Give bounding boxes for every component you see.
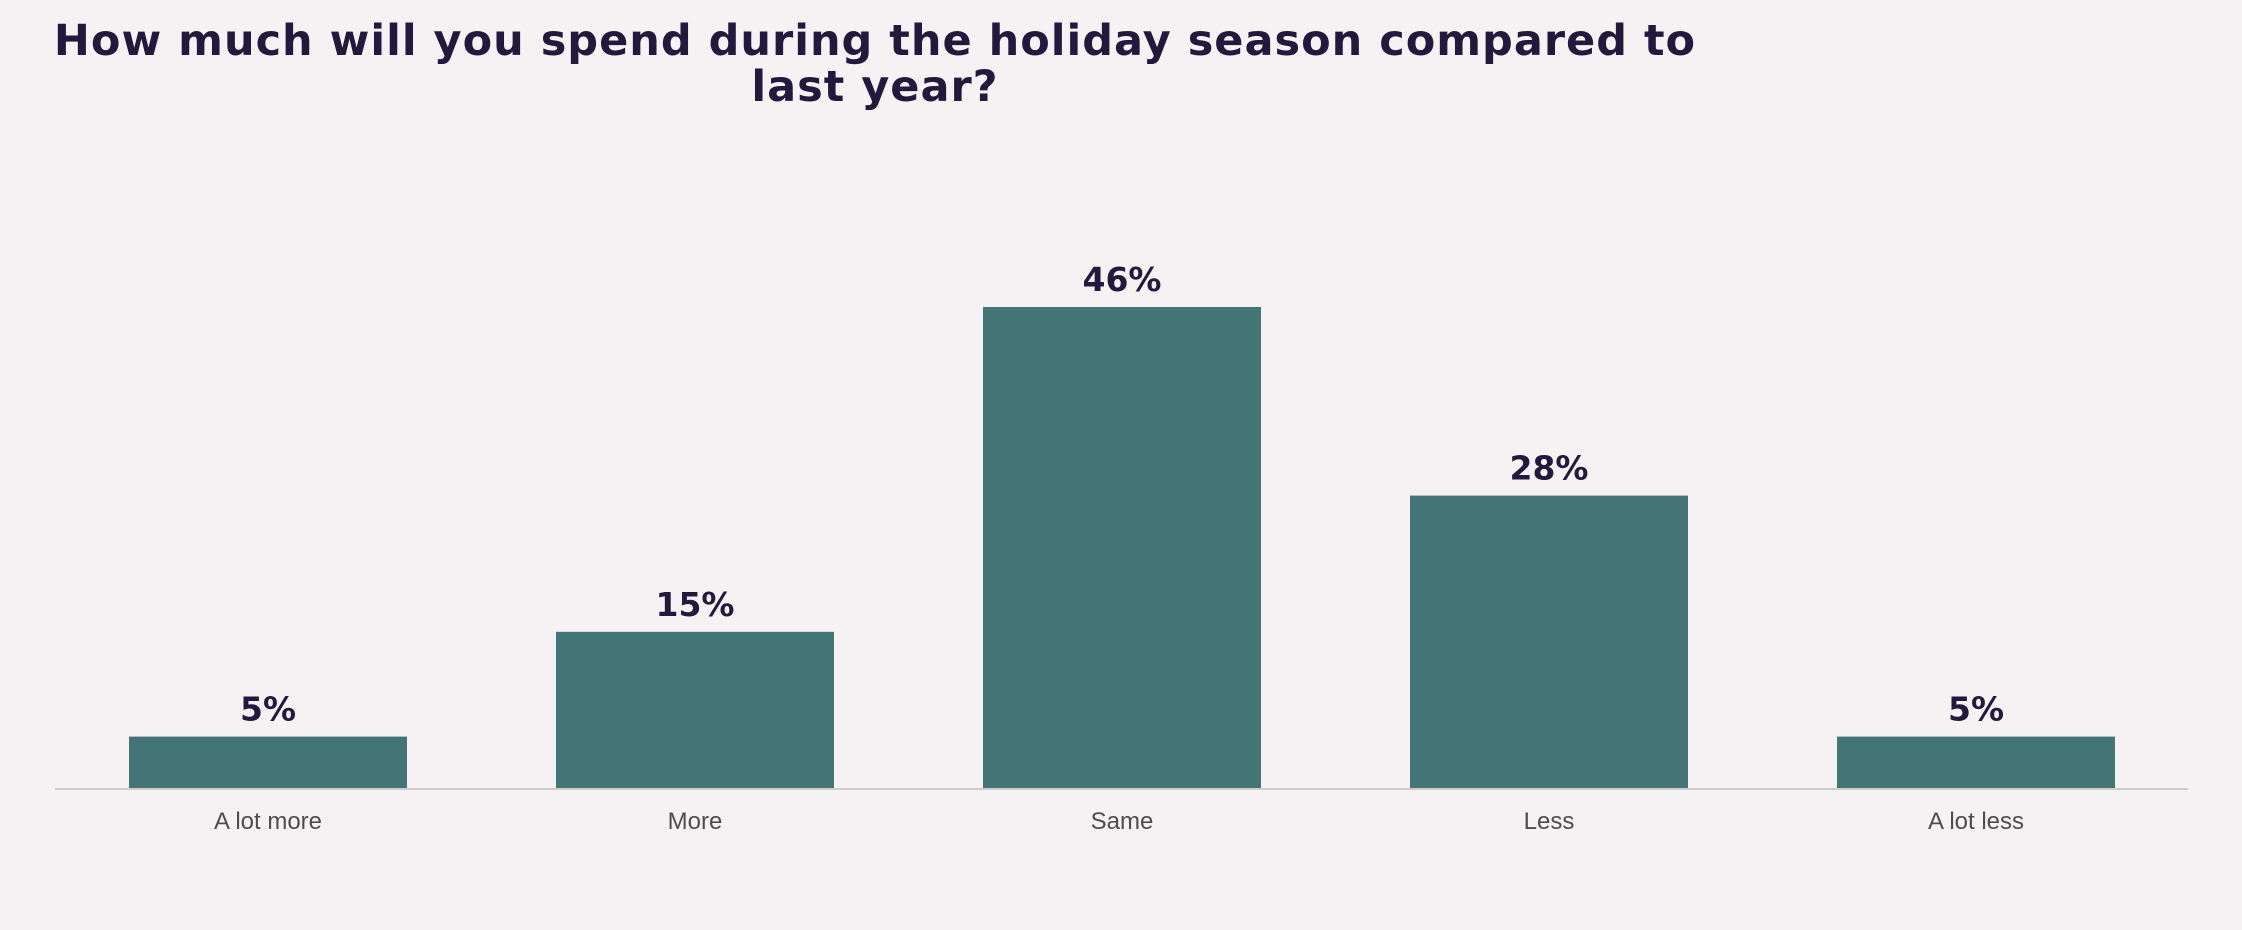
bars-layer — [129, 307, 2115, 789]
bar-a-lot-more — [129, 736, 407, 789]
data-label-a-lot-more: 5% — [240, 690, 296, 729]
bar-same — [983, 307, 1261, 789]
x-tick-label-a-lot-less: A lot less — [1928, 808, 2024, 835]
labels-layer: 5% A lot more 15% More 46% Same 28% Less 5% A lot… — [214, 260, 2024, 835]
data-label-a-lot-less: 5% — [1948, 690, 2004, 729]
bar-more — [556, 631, 834, 789]
chart-title: How much will you spend during the holid… — [53, 16, 1697, 112]
data-label-same: 46% — [1083, 260, 1162, 299]
bar-a-lot-less — [1837, 736, 2115, 789]
data-label-more: 15% — [656, 585, 735, 624]
x-tick-label-a-lot-more: A lot more — [214, 808, 322, 835]
data-label-less: 28% — [1510, 449, 1589, 488]
x-tick-label-less: Less — [1524, 808, 1575, 835]
x-tick-label-more: More — [668, 808, 723, 835]
x-tick-label-same: Same — [1091, 808, 1154, 835]
bar-less — [1410, 495, 1688, 789]
